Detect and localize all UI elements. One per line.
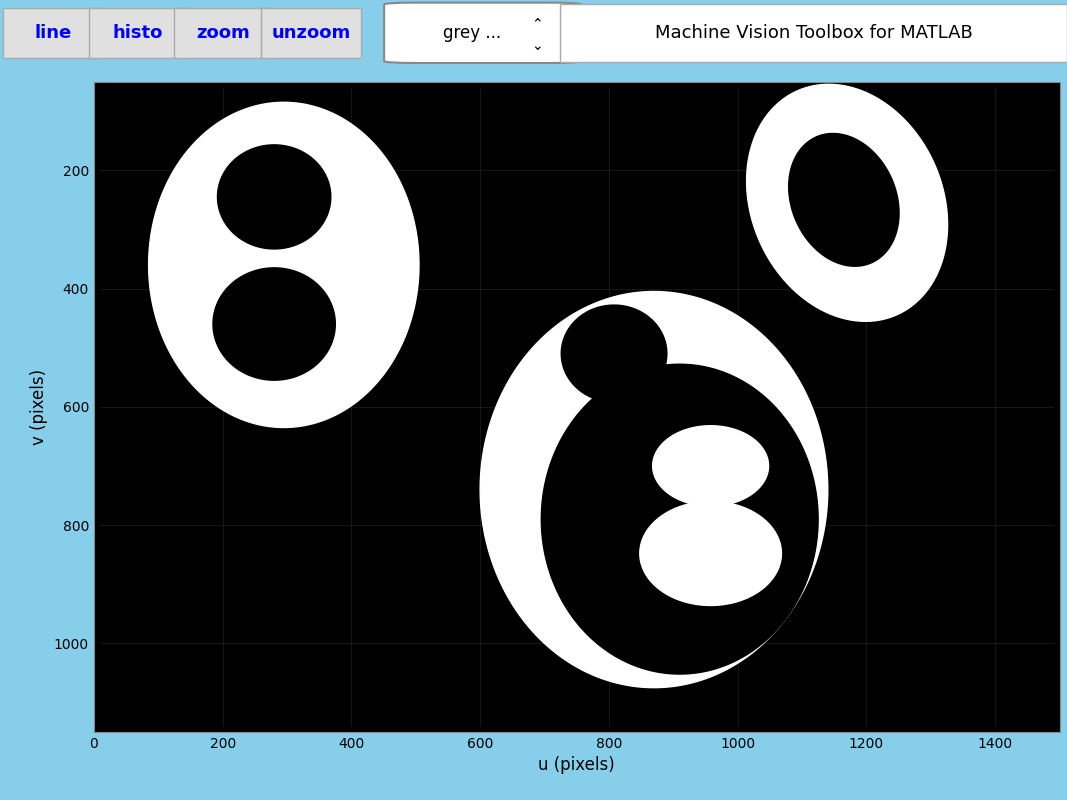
Text: unzoom: unzoom [271, 24, 351, 42]
Polygon shape [218, 145, 331, 249]
Text: ⌄: ⌄ [531, 39, 542, 53]
Text: histo: histo [113, 24, 163, 42]
Polygon shape [561, 305, 667, 402]
Text: zoom: zoom [196, 24, 251, 42]
FancyBboxPatch shape [261, 8, 361, 58]
Polygon shape [747, 84, 947, 322]
Polygon shape [789, 134, 899, 266]
X-axis label: u (pixels): u (pixels) [539, 757, 615, 774]
Text: Machine Vision Toolbox for MATLAB: Machine Vision Toolbox for MATLAB [655, 24, 972, 42]
Text: line: line [34, 24, 71, 42]
FancyBboxPatch shape [384, 2, 582, 63]
FancyBboxPatch shape [174, 8, 273, 58]
FancyBboxPatch shape [560, 4, 1067, 62]
Polygon shape [653, 426, 768, 506]
Polygon shape [541, 364, 818, 674]
Polygon shape [213, 268, 335, 380]
Text: ⌃: ⌃ [531, 16, 542, 30]
Polygon shape [640, 502, 781, 606]
Polygon shape [480, 291, 828, 688]
FancyBboxPatch shape [89, 8, 188, 58]
Y-axis label: v (pixels): v (pixels) [30, 369, 48, 445]
Text: grey ...: grey ... [443, 24, 500, 42]
Polygon shape [148, 102, 419, 427]
FancyBboxPatch shape [3, 8, 102, 58]
